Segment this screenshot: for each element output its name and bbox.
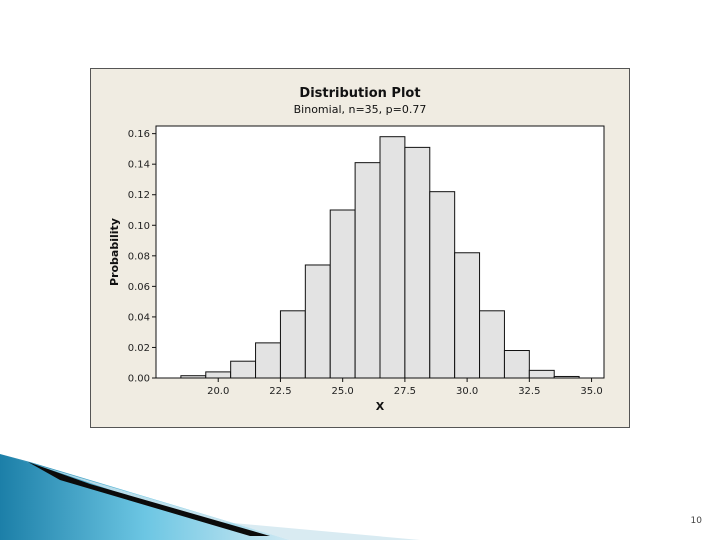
histogram-bar-x20 [205, 371, 232, 379]
histogram-bar-x30 [454, 252, 481, 379]
plot-area: 0.00 0.02 0.04 0.06 0.08 0.10 0.12 0.14 0.16 20.… [108, 125, 605, 413]
histogram-bar-x27 [379, 136, 406, 379]
histogram-bar-x19 [180, 375, 207, 379]
y-tick-label: 0.00 [128, 374, 150, 385]
slide-decoration [0, 454, 420, 540]
histogram-bar-x23 [279, 310, 306, 379]
y-tick-label: 0.04 [128, 312, 150, 323]
y-tick-label: 0.12 [128, 190, 150, 201]
x-tick-label: 35.0 [580, 386, 602, 397]
x-tick-label: 22.5 [269, 386, 291, 397]
histogram-bar-x26 [354, 162, 381, 379]
histogram-bar-x33 [528, 369, 555, 379]
histogram-bar-x29 [429, 191, 456, 379]
x-tick-label: 30.0 [456, 386, 478, 397]
y-tick-label: 0.02 [128, 343, 150, 354]
x-ticks-group: 20.0 22.5 25.0 27.5 30.0 32.5 35.0 [207, 378, 603, 397]
y-tick-label: 0.08 [128, 251, 150, 262]
histogram-bar-x31 [479, 310, 505, 379]
histogram-bar-x24 [304, 264, 331, 379]
x-axis-label: X [376, 400, 385, 413]
histogram-bar-x32 [503, 350, 530, 379]
chart-subtitle: Binomial, n=35, p=0.77 [293, 103, 427, 116]
y-tick-label: 0.06 [128, 282, 150, 293]
y-ticks-group: 0.00 0.02 0.04 0.06 0.08 0.10 0.12 0.14 0.16 [128, 129, 156, 385]
y-tick-label: 0.16 [128, 129, 150, 140]
histogram-bar-x22 [255, 342, 281, 379]
x-tick-label: 32.5 [518, 386, 540, 397]
chart-title: Distribution Plot [299, 86, 421, 101]
y-axis-label: Probability [108, 218, 121, 286]
x-tick-label: 25.0 [332, 386, 354, 397]
slide-number: 10 [690, 516, 702, 526]
x-tick-label: 20.0 [207, 386, 229, 397]
histogram-bar-x28 [404, 146, 431, 379]
histogram-bar-x21 [230, 360, 257, 379]
x-tick-label: 27.5 [394, 386, 416, 397]
histogram-bar-x34 [553, 375, 580, 379]
y-tick-label: 0.10 [128, 221, 150, 232]
bars-group [180, 136, 580, 379]
y-tick-label: 0.14 [128, 160, 150, 171]
histogram-bar-x25 [329, 209, 356, 379]
